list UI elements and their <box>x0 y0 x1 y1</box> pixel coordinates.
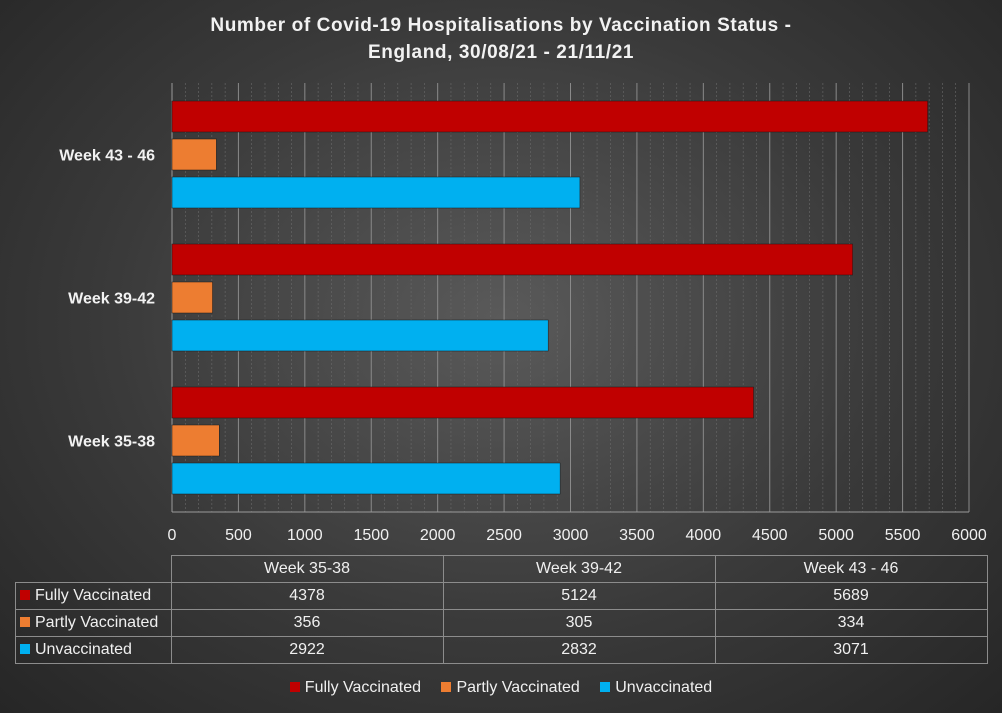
data-table-row: Unvaccinated 2922 2832 3071 <box>15 636 988 664</box>
bar <box>171 424 220 457</box>
legend-label: Unvaccinated <box>615 679 713 696</box>
bar <box>171 138 217 171</box>
data-table-cell: 356 <box>170 609 444 637</box>
data-table-cell: 4378 <box>170 582 444 610</box>
bar <box>171 281 213 314</box>
data-table-cell: 5689 <box>714 582 988 610</box>
bar <box>171 176 581 209</box>
y-category-label: Week 35-38 <box>68 434 155 451</box>
x-tick-label: 0 <box>168 527 177 544</box>
data-table-cell: 2832 <box>442 636 716 664</box>
chart-legend: Fully Vaccinated Partly Vaccinated Unvac… <box>0 679 1002 697</box>
x-tick-label: 1500 <box>353 527 389 544</box>
chart-title-line-1: Number of Covid-19 Hospitalisations by V… <box>210 15 792 36</box>
unvaccinated-swatch-icon <box>20 644 30 654</box>
data-table: Week 35-38 Week 39-42 Week 43 - 46 Fully… <box>15 555 988 664</box>
data-table-corner <box>15 555 172 583</box>
y-category-label: Week 43 - 46 <box>59 148 155 165</box>
x-tick-label: 3500 <box>619 527 655 544</box>
x-tick-label: 4000 <box>686 527 722 544</box>
data-table-row-header: Fully Vaccinated <box>15 582 172 610</box>
data-table-cell: 305 <box>442 609 716 637</box>
unvaccinated-legend-icon <box>600 682 611 692</box>
legend-item-partly-vaccinated: Partly Vaccinated <box>441 679 580 697</box>
data-table-col-header: Week 43 - 46 <box>714 555 988 583</box>
partly-vaccinated-legend-icon <box>441 682 452 692</box>
data-table-row-label: Fully Vaccinated <box>35 587 152 604</box>
bar <box>171 319 549 352</box>
x-tick-label: 3000 <box>553 527 589 544</box>
x-tick-label: 5500 <box>885 527 921 544</box>
x-tick-label: 1000 <box>287 527 323 544</box>
y-category-label: Week 39-42 <box>68 291 155 308</box>
data-table-row-label: Partly Vaccinated <box>35 614 159 631</box>
legend-item-unvaccinated: Unvaccinated <box>600 679 712 697</box>
data-table-row: Partly Vaccinated 356 305 334 <box>15 609 988 637</box>
data-table-cell: 2922 <box>170 636 444 664</box>
data-table-row-label: Unvaccinated <box>35 641 132 658</box>
bar <box>171 462 561 495</box>
data-table-cell: 334 <box>714 609 988 637</box>
data-table-col-header: Week 39-42 <box>442 555 716 583</box>
partly-vaccinated-swatch-icon <box>20 617 30 627</box>
x-tick-label: 6000 <box>951 527 987 544</box>
x-tick-label: 4500 <box>752 527 788 544</box>
bar <box>171 100 928 133</box>
x-tick-label: 2500 <box>486 527 522 544</box>
data-table-row-header: Unvaccinated <box>15 636 172 664</box>
x-tick-label: 500 <box>225 527 252 544</box>
x-tick-label: 2000 <box>420 527 456 544</box>
legend-label: Partly Vaccinated <box>456 679 580 696</box>
bar <box>171 243 853 276</box>
legend-label: Fully Vaccinated <box>304 679 421 696</box>
bar-chart-plot: 0 500 1000 1500 2000 2500 3000 3500 4000 4500 5000… <box>59 83 987 544</box>
data-table-header-row: Week 35-38 Week 39-42 Week 43 - 46 <box>15 555 988 583</box>
bar <box>171 386 754 419</box>
chart-title: Number of Covid-19 Hospitalisations by V… <box>0 12 1002 66</box>
chart-title-line-2: England, 30/08/21 - 21/11/21 <box>367 42 635 63</box>
data-table-cell: 3071 <box>714 636 988 664</box>
data-table-cell: 5124 <box>442 582 716 610</box>
data-table-row-header: Partly Vaccinated <box>15 609 172 637</box>
fully-vaccinated-legend-icon <box>289 682 300 692</box>
data-table-row: Fully Vaccinated 4378 5124 5689 <box>15 582 988 610</box>
fully-vaccinated-swatch-icon <box>20 590 30 600</box>
x-tick-label: 5000 <box>818 527 854 544</box>
data-table-col-header: Week 35-38 <box>170 555 444 583</box>
legend-item-fully-vaccinated: Fully Vaccinated <box>289 679 421 697</box>
